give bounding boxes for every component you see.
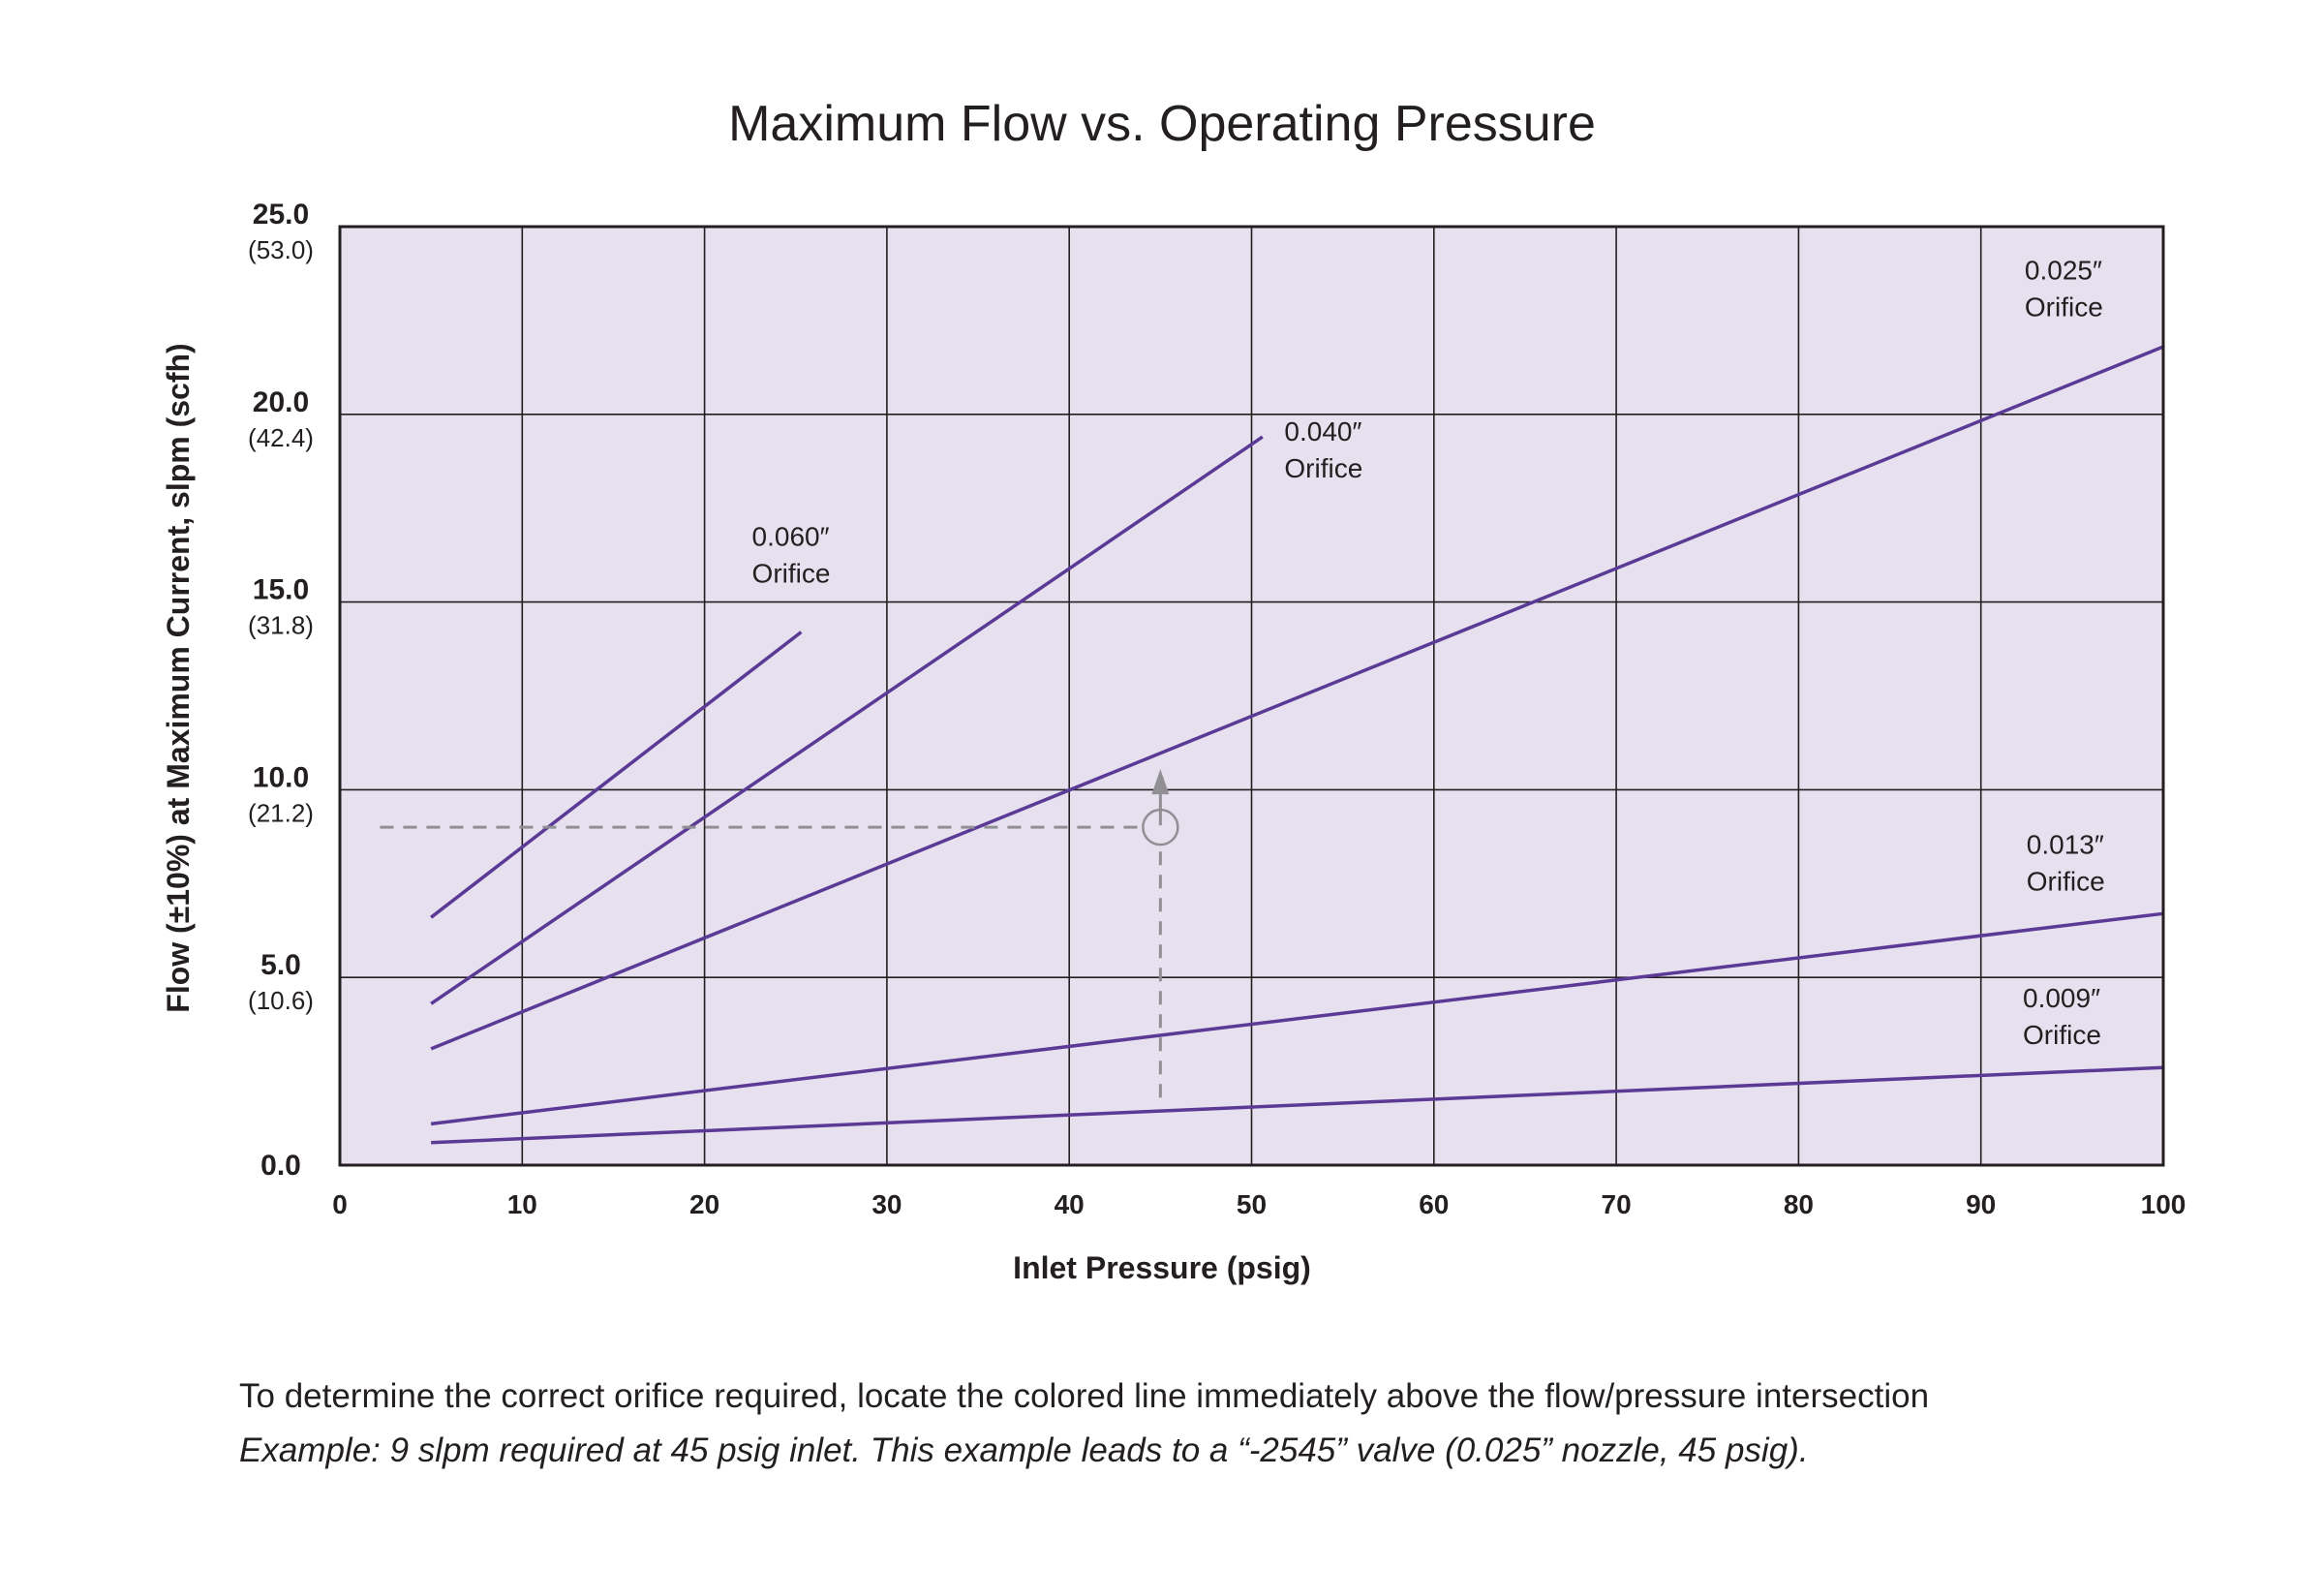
series-labels: 0.060″ Orifice 0.040″ Orifice 0.025″ Orifice 0… (752, 255, 2105, 1050)
x-tick-label: 10 (507, 1189, 537, 1219)
series-label-3: 0.013″ Orifice (2027, 829, 2105, 896)
y-tick-sublabel: (53.0) (248, 235, 314, 264)
series-line-0 (430, 631, 803, 919)
series-line-3 (430, 911, 2164, 1126)
plot-frame (338, 225, 2165, 1167)
y-tick-label: 0.0 (260, 1150, 301, 1182)
x-tick-label: 80 (1784, 1189, 1814, 1219)
chart-title: Maximum Flow vs. Operating Pressure (728, 96, 1596, 152)
grid (340, 227, 2163, 1165)
series-label-4: 0.009″ Orifice (2023, 983, 2101, 1050)
y-tick-sublabel: (42.4) (248, 423, 314, 452)
series-label-1: 0.040″ Orifice (1284, 416, 1362, 483)
y-tick-label: 15.0 (253, 574, 309, 606)
x-tick-label: 100 (2141, 1189, 2186, 1219)
x-axis-ticks: 0 10 20 30 40 50 60 70 80 90 100 (332, 1189, 2186, 1219)
y-axis-label: Flow (±10%) at Maximum Current, slpm (sc… (161, 343, 196, 1012)
annotation-arrow-head (1151, 769, 1170, 795)
x-tick-label: 0 (332, 1189, 348, 1219)
x-tick-label: 50 (1237, 1189, 1267, 1219)
series-line-2 (430, 345, 2164, 1051)
series-lines (430, 345, 2164, 1145)
y-axis-ticks: 0.0 5.0 (10.6) 10.0 (21.2) 15.0 (31.8) 20.0 (42.… (248, 199, 314, 1182)
series-line-4 (431, 1065, 2164, 1145)
series-line-1 (430, 435, 1264, 1005)
x-tick-label: 70 (1602, 1189, 1632, 1219)
footnote-instruction: To determine the correct orifice require… (239, 1377, 1930, 1415)
x-tick-label: 60 (1419, 1189, 1449, 1219)
footnote-example: Example: 9 slpm required at 45 psig inle… (239, 1431, 1809, 1469)
series-label-0: 0.060″ Orifice (752, 521, 831, 588)
x-tick-label: 90 (1966, 1189, 1996, 1219)
y-tick-label: 10.0 (253, 761, 309, 793)
x-tick-label: 20 (689, 1189, 719, 1219)
series-label-2: 0.025″ Orifice (2025, 255, 2103, 322)
y-tick-label: 5.0 (260, 949, 301, 981)
y-tick-sublabel: (21.2) (248, 798, 314, 827)
example-annotation (380, 769, 1179, 1098)
y-tick-label: 25.0 (253, 199, 309, 231)
y-tick-sublabel: (10.6) (248, 986, 314, 1015)
y-tick-label: 20.0 (253, 386, 309, 418)
x-tick-label: 40 (1055, 1189, 1085, 1219)
x-tick-label: 30 (872, 1189, 902, 1219)
x-axis-label: Inlet Pressure (psig) (1013, 1250, 1311, 1285)
y-tick-sublabel: (31.8) (248, 611, 314, 640)
